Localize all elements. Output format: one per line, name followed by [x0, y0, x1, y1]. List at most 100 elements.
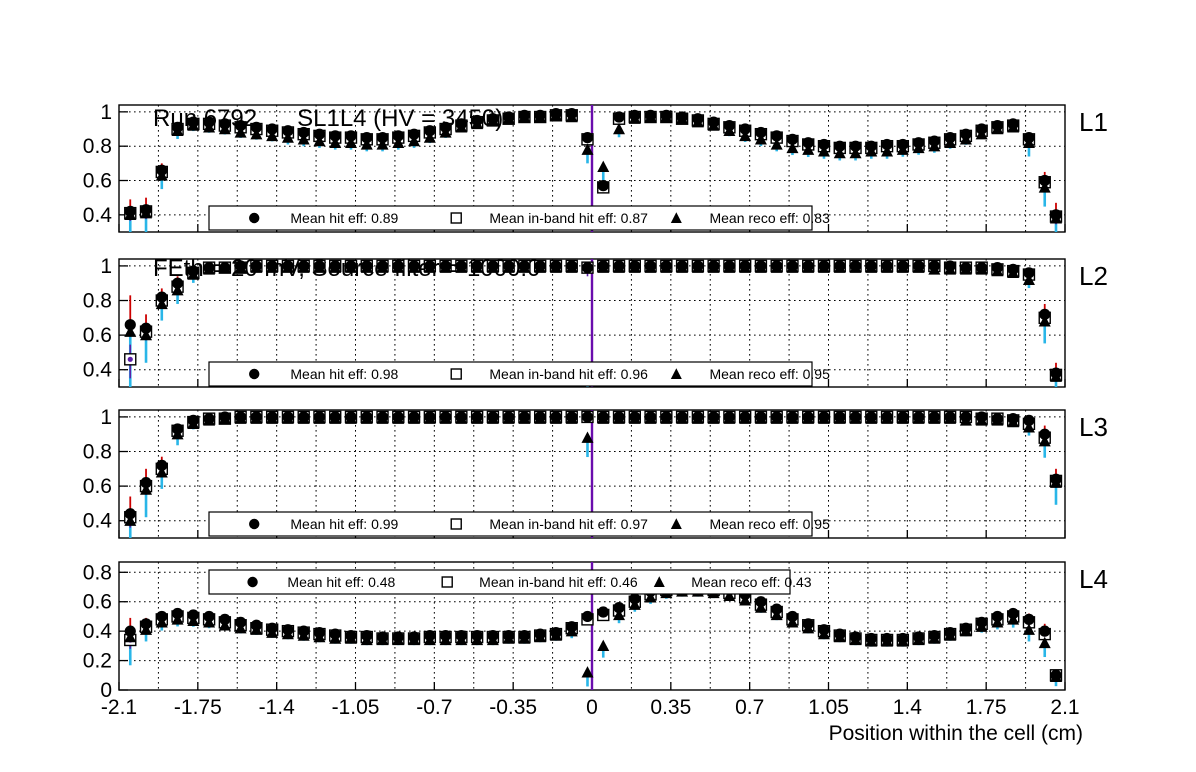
x-tick-label: 0.35 [650, 696, 691, 719]
marker-reco [660, 110, 673, 123]
marker-reco [471, 261, 484, 273]
marker-reco [944, 136, 957, 148]
marker-reco [549, 109, 562, 121]
marker-reco [408, 134, 421, 147]
marker-reco [739, 412, 752, 424]
marker-reco [1049, 370, 1062, 382]
marker-reco [565, 624, 578, 637]
marker-hit [755, 126, 767, 139]
marker-reco [124, 325, 137, 337]
panel-label-l2: L2 [1079, 261, 1108, 291]
marker-hit [581, 610, 594, 623]
marker-hit [235, 119, 247, 132]
marker-reco [423, 131, 436, 143]
legend-box [208, 205, 813, 231]
legend-l1: Mean hit eff: 0.89 Mean in-band hit eff: … [208, 205, 830, 231]
marker-reco [360, 412, 373, 424]
marker-reco [817, 412, 830, 424]
marker-reco [313, 261, 326, 273]
marker-reco [376, 412, 389, 424]
marker-reco [975, 414, 988, 426]
marker-hit [156, 459, 168, 471]
marker-hit [266, 123, 278, 135]
marker-reco [155, 466, 168, 478]
marker-reco [218, 412, 231, 424]
marker-reco [644, 110, 657, 123]
legend-label-inband: Mean in-band hit eff: 0.87 [489, 210, 648, 226]
marker-reco [896, 143, 909, 155]
marker-hit [581, 262, 594, 274]
marker-hit [313, 128, 326, 140]
panel-l3: 0.4 0.6 0.8 1 Mean hit eff: 0.99 Mean in-band… [83, 406, 1066, 539]
marker-reco [581, 666, 594, 678]
marker-reco [439, 261, 452, 273]
marker-reco [1038, 434, 1051, 447]
marker-reco [423, 633, 436, 646]
x-tick-label: 1.4 [893, 696, 923, 719]
y-tick-label: 0 [100, 679, 112, 702]
panel-label-l3: L3 [1079, 412, 1108, 442]
marker-reco [597, 160, 610, 172]
marker-reco [1007, 121, 1020, 133]
marker-reco [802, 261, 815, 273]
marker-reco [203, 616, 216, 628]
marker-reco [707, 261, 720, 273]
x-tick-label: -0.35 [489, 696, 537, 719]
marker-reco [329, 261, 342, 273]
marker-reco [534, 630, 547, 643]
marker-reco [250, 261, 263, 273]
marker-reco [912, 141, 925, 154]
marker-reco [628, 598, 641, 610]
marker-reco [439, 126, 452, 138]
y-tick-label: 1 [100, 101, 112, 124]
marker-hit [581, 411, 594, 423]
marker-reco [187, 268, 200, 280]
marker-hit [739, 123, 751, 135]
marker-reco [360, 633, 373, 646]
marker-reco [676, 261, 689, 273]
marker-hit [834, 140, 846, 152]
marker-reco [439, 633, 452, 646]
marker-reco [597, 412, 610, 424]
marker-reco [218, 619, 231, 631]
marker-reco [140, 483, 153, 495]
marker-reco [991, 264, 1004, 277]
marker-reco [250, 623, 263, 635]
marker-reco [928, 263, 941, 275]
marker-reco [297, 133, 310, 145]
marker-reco [455, 121, 468, 133]
y-tick-label: 0.4 [83, 359, 113, 382]
marker-reco [203, 414, 216, 426]
y-tick-label: 0.8 [83, 135, 112, 158]
marker-reco [975, 263, 988, 275]
marker-hit [408, 128, 420, 140]
marker-reco [849, 261, 862, 273]
legend-l3: Mean hit eff: 0.99 Mean in-band hit eff: … [208, 511, 830, 537]
marker-reco [250, 127, 263, 140]
marker-reco [486, 633, 499, 646]
marker-hit [1039, 308, 1051, 320]
legend-label-hit: Mean hit eff: 0.98 [290, 366, 398, 382]
data-layer [124, 259, 1063, 387]
marker-reco [455, 412, 468, 424]
marker-hit [329, 130, 341, 142]
marker-reco [439, 412, 452, 424]
marker-reco [1022, 421, 1035, 433]
marker-reco [187, 417, 200, 430]
marker-reco [124, 514, 137, 526]
marker-reco [313, 630, 326, 643]
legend-label-hit: Mean hit eff: 0.48 [287, 574, 395, 590]
x-tick-label: -0.7 [416, 696, 452, 719]
marker-reco [250, 412, 263, 424]
marker-reco [534, 110, 547, 123]
marker-hit [140, 322, 152, 334]
marker-reco [865, 635, 878, 647]
marker-hit [849, 140, 862, 152]
marker-reco [770, 261, 783, 273]
marker-hit [771, 130, 783, 142]
marker-reco [912, 633, 925, 646]
legend-marker-inband [450, 518, 462, 530]
marker-reco [959, 624, 972, 637]
marker-reco [833, 261, 846, 273]
marker-reco [344, 632, 357, 644]
